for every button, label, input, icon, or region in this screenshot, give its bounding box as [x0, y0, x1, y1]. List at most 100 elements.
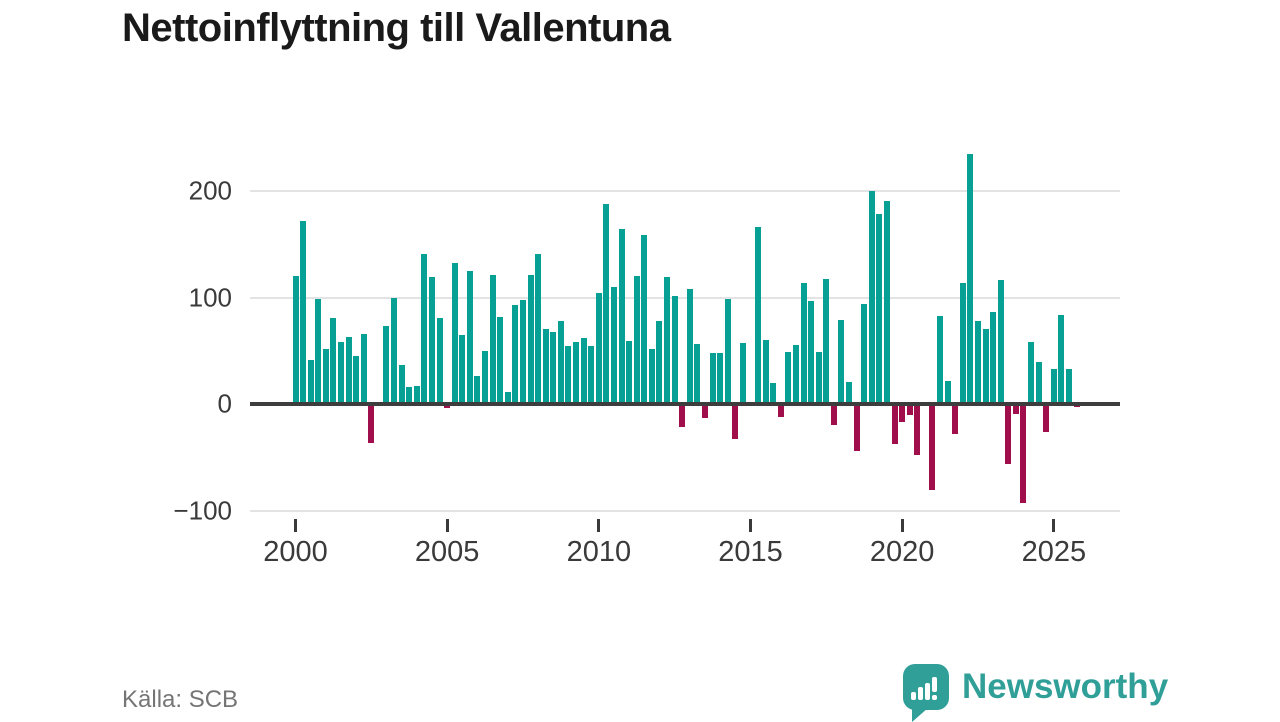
bar-positive [883, 200, 890, 404]
bar-positive [307, 360, 314, 404]
bar-positive [557, 320, 564, 404]
bar-positive [527, 275, 534, 404]
x-axis-tick [748, 519, 752, 532]
x-axis-tick-label: 2025 [1021, 536, 1087, 568]
bar-positive [990, 312, 997, 404]
bar-positive [997, 280, 1004, 404]
bar-positive [656, 320, 663, 404]
bar-positive [1058, 314, 1065, 404]
x-axis-tick-label: 2000 [263, 536, 328, 568]
bar-positive [595, 293, 602, 404]
y-axis-tick-label: 100 [188, 282, 232, 312]
bar-positive [838, 319, 845, 404]
bar-positive [406, 386, 413, 404]
bar-negative [952, 404, 959, 434]
logo-exclamation-bar [932, 677, 937, 692]
bar-negative [906, 404, 913, 415]
bar-negative [679, 404, 686, 428]
bar-positive [345, 336, 352, 404]
bar-positive [785, 351, 792, 404]
y-axis-tick-label: 200 [188, 175, 232, 206]
bar-positive [292, 276, 299, 404]
bar-positive [724, 298, 731, 404]
bar-positive [792, 345, 799, 404]
bar-positive [413, 385, 420, 404]
newsworthy-logo-icon [903, 664, 949, 722]
bar-negative [1012, 404, 1019, 414]
bar-positive [770, 382, 777, 404]
x-axis-tick [1052, 519, 1056, 532]
bar-positive [808, 300, 815, 404]
bar-positive [641, 234, 648, 404]
bar-negative [891, 404, 898, 445]
bar-positive [1065, 368, 1072, 404]
x-axis-tick-label: 2005 [414, 536, 480, 568]
bar-positive [876, 214, 883, 404]
bar-positive [337, 342, 344, 404]
x-axis-tick [445, 519, 449, 532]
gridline [250, 190, 1120, 192]
bar-positive [694, 344, 701, 404]
bar-positive [1028, 342, 1035, 404]
bar-positive [717, 352, 724, 404]
logo-exclamation-dot [932, 695, 937, 700]
bar-positive [626, 341, 633, 404]
x-axis-tick [900, 519, 904, 532]
bar-positive [428, 277, 435, 404]
bar-positive [823, 279, 830, 404]
bar-positive [739, 343, 746, 404]
bar-negative [701, 404, 708, 418]
bar-positive [664, 277, 671, 404]
x-axis-tick [294, 519, 297, 532]
bar-negative [1005, 404, 1012, 464]
bar-positive [868, 191, 875, 404]
logo-bar-small [911, 692, 916, 700]
bar-negative [732, 404, 739, 440]
bar-positive [633, 276, 640, 404]
bar-positive [421, 253, 428, 404]
bar-negative [899, 404, 906, 423]
bar-positive [755, 227, 762, 404]
bar-positive [588, 346, 595, 404]
x-axis-tick-label: 2020 [869, 536, 935, 568]
bar-positive [436, 317, 443, 404]
bar-positive [1035, 362, 1042, 404]
y-axis-tick-label: −100 [173, 495, 232, 525]
bar-positive [482, 350, 489, 404]
bar-positive [330, 317, 337, 404]
gridline [250, 296, 1120, 299]
bar-positive [519, 299, 526, 404]
bar-positive [398, 364, 405, 404]
bar-positive [300, 220, 307, 404]
x-axis-tick [597, 519, 601, 532]
bar-positive [974, 320, 981, 404]
y-axis-tick-label: 0 [217, 388, 232, 419]
bar-positive [610, 286, 617, 404]
bar-positive [474, 376, 481, 404]
bar-positive [580, 337, 587, 404]
bar-negative [444, 404, 451, 409]
bar-positive [815, 351, 822, 404]
bar-positive [512, 304, 519, 404]
bar-positive [565, 346, 572, 404]
brand-logo: Newsworthy [903, 664, 1169, 722]
speech-bubble-tail [912, 708, 928, 722]
bar-positive [391, 297, 398, 404]
bar-negative [830, 404, 837, 426]
brand-name: Newsworthy [962, 667, 1169, 706]
bar-positive [542, 329, 549, 404]
bar-negative [368, 404, 375, 444]
page-title: Nettoinflyttning till Vallentuna [122, 6, 671, 50]
bar-positive [466, 270, 473, 404]
bar-positive [982, 329, 989, 404]
bar-positive [618, 229, 625, 404]
bar-negative [914, 404, 921, 456]
bar-positive [709, 352, 716, 404]
bar-positive [353, 356, 360, 404]
bar-positive [967, 153, 974, 404]
bar-negative [929, 404, 936, 491]
x-axis-tick-label: 2015 [718, 536, 783, 568]
bar-positive [861, 303, 868, 404]
bar-positive [451, 263, 458, 404]
source-caption: Källa: SCB [122, 686, 239, 713]
